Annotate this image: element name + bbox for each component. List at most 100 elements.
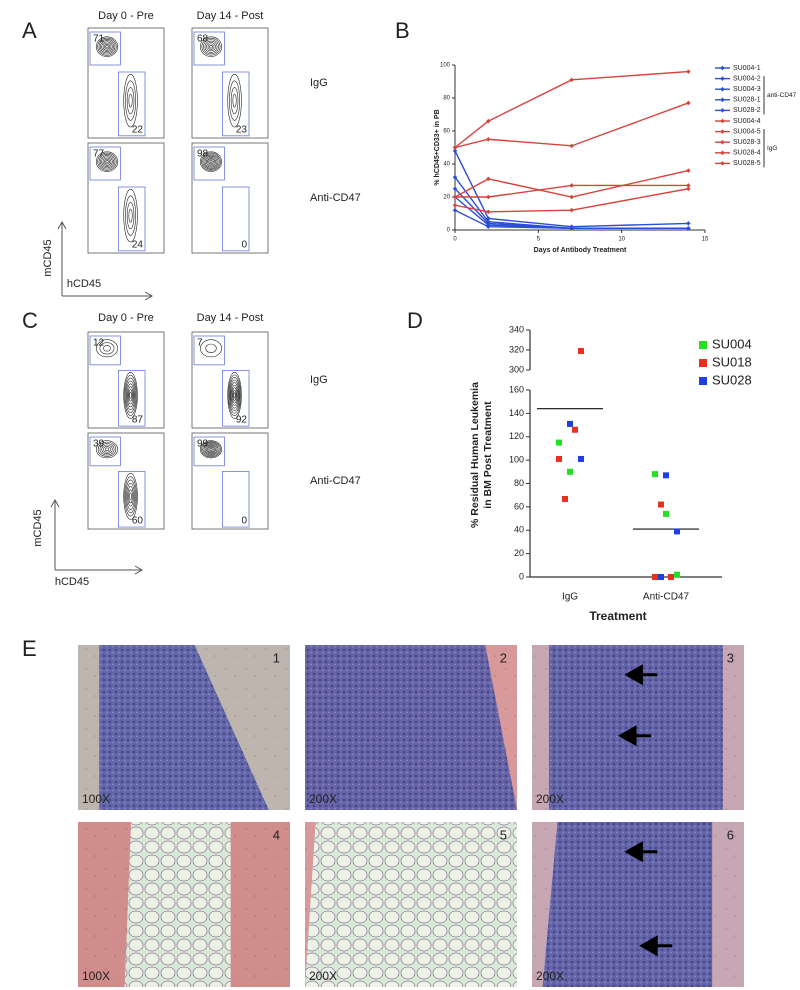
contour	[230, 382, 239, 409]
legend-marker	[720, 65, 725, 71]
column-header: Day 0 - Pre	[98, 10, 154, 22]
data-point	[556, 439, 562, 446]
legend-label: SU028-4	[733, 150, 761, 157]
column-header: Day 0 - Pre	[98, 312, 154, 324]
data-point	[452, 174, 458, 180]
panel-letter: E	[22, 636, 37, 661]
contour	[97, 37, 117, 56]
axis-arrow	[50, 498, 144, 575]
plot-frame	[191, 142, 269, 254]
data-point	[452, 207, 458, 213]
contour	[231, 387, 238, 404]
data-point	[652, 574, 658, 580]
image-number: 3	[727, 650, 734, 665]
histology-image: 2 200X	[305, 645, 517, 810]
data-point	[663, 472, 669, 479]
legend-label: SU028-1	[733, 97, 761, 104]
contour	[124, 374, 137, 416]
contour	[98, 153, 116, 170]
axis-arrow	[57, 220, 154, 301]
contour	[104, 447, 110, 452]
data-point	[452, 202, 458, 208]
contour	[123, 73, 138, 128]
column-header: Day 14 - Post	[197, 312, 264, 324]
column-header: Day 14 - Post	[197, 10, 264, 22]
contour	[231, 384, 238, 406]
contour	[128, 389, 133, 402]
contour	[100, 155, 114, 169]
contour	[204, 155, 218, 168]
legend-label: SU028-2	[733, 107, 761, 114]
contour	[232, 93, 237, 108]
legend-marker	[720, 97, 725, 103]
histology-image: 4 100X	[78, 822, 290, 987]
contour	[125, 479, 136, 514]
contour	[208, 447, 214, 452]
row-label: IgG	[310, 374, 328, 386]
y-tick-label: 340	[509, 324, 524, 334]
gate-percent: 7	[197, 338, 203, 349]
legend-marker	[720, 118, 725, 124]
gate	[193, 335, 225, 366]
gate	[193, 146, 225, 181]
contour	[208, 159, 214, 165]
y-tick-label: 100	[440, 63, 451, 69]
flow-plot: 12 87	[87, 331, 165, 429]
contour	[124, 476, 137, 517]
contour	[207, 158, 215, 166]
gate	[89, 31, 121, 66]
flow-plot: 39 60	[87, 432, 165, 530]
y-tick-label: 160	[509, 384, 524, 394]
contour	[104, 158, 110, 165]
row-label: Anti-CD47	[310, 192, 361, 204]
data-point	[578, 348, 584, 354]
contour	[201, 37, 221, 56]
contour	[232, 389, 237, 401]
legend-swatch	[699, 377, 707, 385]
flow-plot: 99 0	[191, 432, 269, 530]
gate	[118, 186, 146, 252]
contour	[228, 377, 241, 414]
x-axis-label: hCD45	[55, 576, 89, 588]
contour	[205, 445, 217, 454]
contour	[123, 372, 138, 419]
contour	[201, 441, 221, 458]
contour	[200, 440, 222, 459]
legend-marker	[720, 150, 725, 156]
x-axis-label: Treatment	[589, 609, 646, 623]
contour	[123, 473, 138, 520]
data-point	[569, 207, 574, 213]
series-line	[454, 188, 689, 213]
marrow-region	[305, 822, 517, 987]
series-line	[454, 102, 689, 149]
contour	[128, 93, 133, 108]
data-point	[686, 100, 691, 106]
data-point	[686, 69, 691, 74]
magnification: 200X	[309, 792, 337, 806]
histology-image: 5 200X	[305, 822, 517, 987]
data-point	[569, 183, 574, 188]
contour	[101, 444, 113, 454]
gate	[193, 31, 225, 66]
y-tick-label: 20	[443, 195, 450, 201]
contour	[103, 446, 111, 453]
data-point	[658, 501, 664, 508]
image-number: 5	[500, 827, 507, 842]
series-line	[454, 70, 689, 149]
marrow-region	[305, 645, 517, 810]
contour	[127, 386, 134, 405]
data-point	[562, 496, 568, 502]
contour	[125, 380, 136, 411]
data-point	[486, 194, 491, 200]
contour	[205, 157, 217, 167]
contour	[102, 42, 112, 51]
legend-label: SU004	[712, 336, 752, 351]
y-tick-label: 320	[509, 344, 524, 354]
flow-plot: 7 92	[191, 331, 269, 429]
axis-line	[454, 65, 705, 231]
contour	[125, 80, 136, 121]
contour	[203, 443, 219, 456]
legend-marker	[720, 86, 725, 92]
contour	[129, 492, 132, 500]
